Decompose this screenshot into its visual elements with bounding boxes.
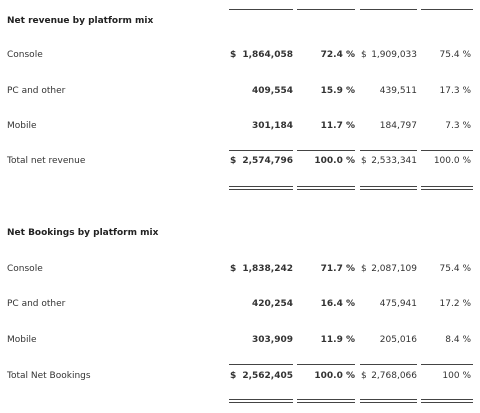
total-label: Total Net Bookings: [7, 371, 91, 381]
value-prior: 475,941: [379, 299, 417, 309]
total-label: Total net revenue: [7, 156, 86, 166]
subtotal-rule: [297, 150, 355, 151]
total-row: Total net revenue $ 2,574,796 100.0 % $ …: [0, 154, 480, 168]
table-row: PC and other 420,254 16.4 % 475,941 17.2…: [0, 297, 480, 311]
table-row: Console $ 1,864,058 72.4 % $ 1,909,033 7…: [0, 48, 480, 62]
currency-symbol: $: [230, 371, 237, 381]
header-rule-col2: [297, 9, 355, 10]
row-label: Console: [7, 50, 43, 60]
total-row: Total Net Bookings $ 2,562,405 100.0 % $…: [0, 369, 480, 383]
percent-current: 11.7 %: [320, 121, 355, 131]
total-value-prior: 2,768,066: [371, 371, 417, 381]
total-percent-current: 100.0 %: [314, 371, 355, 381]
subtotal-rule: [297, 364, 355, 365]
percent-prior: 17.3 %: [439, 86, 471, 96]
currency-symbol: $: [230, 156, 237, 166]
value-prior: 205,016: [379, 335, 417, 345]
section-title-net-revenue: Net revenue by platform mix: [7, 16, 154, 26]
row-label: PC and other: [7, 299, 66, 309]
percent-current: 72.4 %: [320, 50, 355, 60]
total-double-rule: [297, 399, 355, 403]
table-row: Mobile 303,909 11.9 % 205,016 8.4 %: [0, 333, 480, 347]
currency-symbol: $: [230, 264, 237, 274]
value-current: 1,838,242: [242, 264, 293, 274]
total-double-rule: [360, 186, 417, 190]
percent-prior: 75.4 %: [439, 50, 471, 60]
total-double-rule: [229, 186, 293, 190]
section-title-net-bookings: Net Bookings by platform mix: [7, 228, 159, 238]
percent-current: 71.7 %: [320, 264, 355, 274]
currency-symbol: $: [230, 50, 237, 60]
row-label: PC and other: [7, 86, 66, 96]
header-rule-col1: [229, 9, 293, 10]
value-prior: 2,087,109: [371, 264, 417, 274]
total-double-rule: [421, 399, 473, 403]
subtotal-rule: [229, 364, 293, 365]
subtotal-rule: [229, 150, 293, 151]
table-row: Mobile 301,184 11.7 % 184,797 7.3 %: [0, 119, 480, 133]
percent-prior: 7.3 %: [445, 121, 471, 131]
value-current: 420,254: [252, 299, 293, 309]
value-prior: 1,909,033: [371, 50, 417, 60]
total-double-rule: [421, 186, 473, 190]
subtotal-rule: [360, 150, 417, 151]
value-current: 409,554: [252, 86, 293, 96]
value-current: 301,184: [252, 121, 293, 131]
total-value-current: 2,574,796: [242, 156, 293, 166]
total-double-rule: [360, 399, 417, 403]
currency-symbol: $: [361, 264, 367, 274]
percent-prior: 8.4 %: [445, 335, 471, 345]
total-double-rule: [297, 186, 355, 190]
subtotal-rule: [421, 364, 473, 365]
value-current: 303,909: [252, 335, 293, 345]
subtotal-rule: [360, 364, 417, 365]
total-percent-prior: 100 %: [442, 371, 471, 381]
total-double-rule: [229, 399, 293, 403]
value-prior: 184,797: [379, 121, 417, 131]
percent-current: 16.4 %: [320, 299, 355, 309]
value-current: 1,864,058: [242, 50, 293, 60]
percent-current: 11.9 %: [320, 335, 355, 345]
percent-prior: 17.2 %: [439, 299, 471, 309]
percent-prior: 75.4 %: [439, 264, 471, 274]
currency-symbol: $: [361, 50, 367, 60]
header-rule-col3: [360, 9, 417, 10]
total-value-prior: 2,533,341: [371, 156, 417, 166]
total-percent-current: 100.0 %: [314, 156, 355, 166]
header-rule-col4: [421, 9, 473, 10]
table-row: Console $ 1,838,242 71.7 % $ 2,087,109 7…: [0, 262, 480, 276]
currency-symbol: $: [361, 156, 367, 166]
total-percent-prior: 100.0 %: [433, 156, 471, 166]
table-row: PC and other 409,554 15.9 % 439,511 17.3…: [0, 84, 480, 98]
row-label: Mobile: [7, 121, 37, 131]
currency-symbol: $: [361, 371, 367, 381]
row-label: Mobile: [7, 335, 37, 345]
subtotal-rule: [421, 150, 473, 151]
percent-current: 15.9 %: [320, 86, 355, 96]
value-prior: 439,511: [379, 86, 417, 96]
total-value-current: 2,562,405: [242, 371, 293, 381]
row-label: Console: [7, 264, 43, 274]
